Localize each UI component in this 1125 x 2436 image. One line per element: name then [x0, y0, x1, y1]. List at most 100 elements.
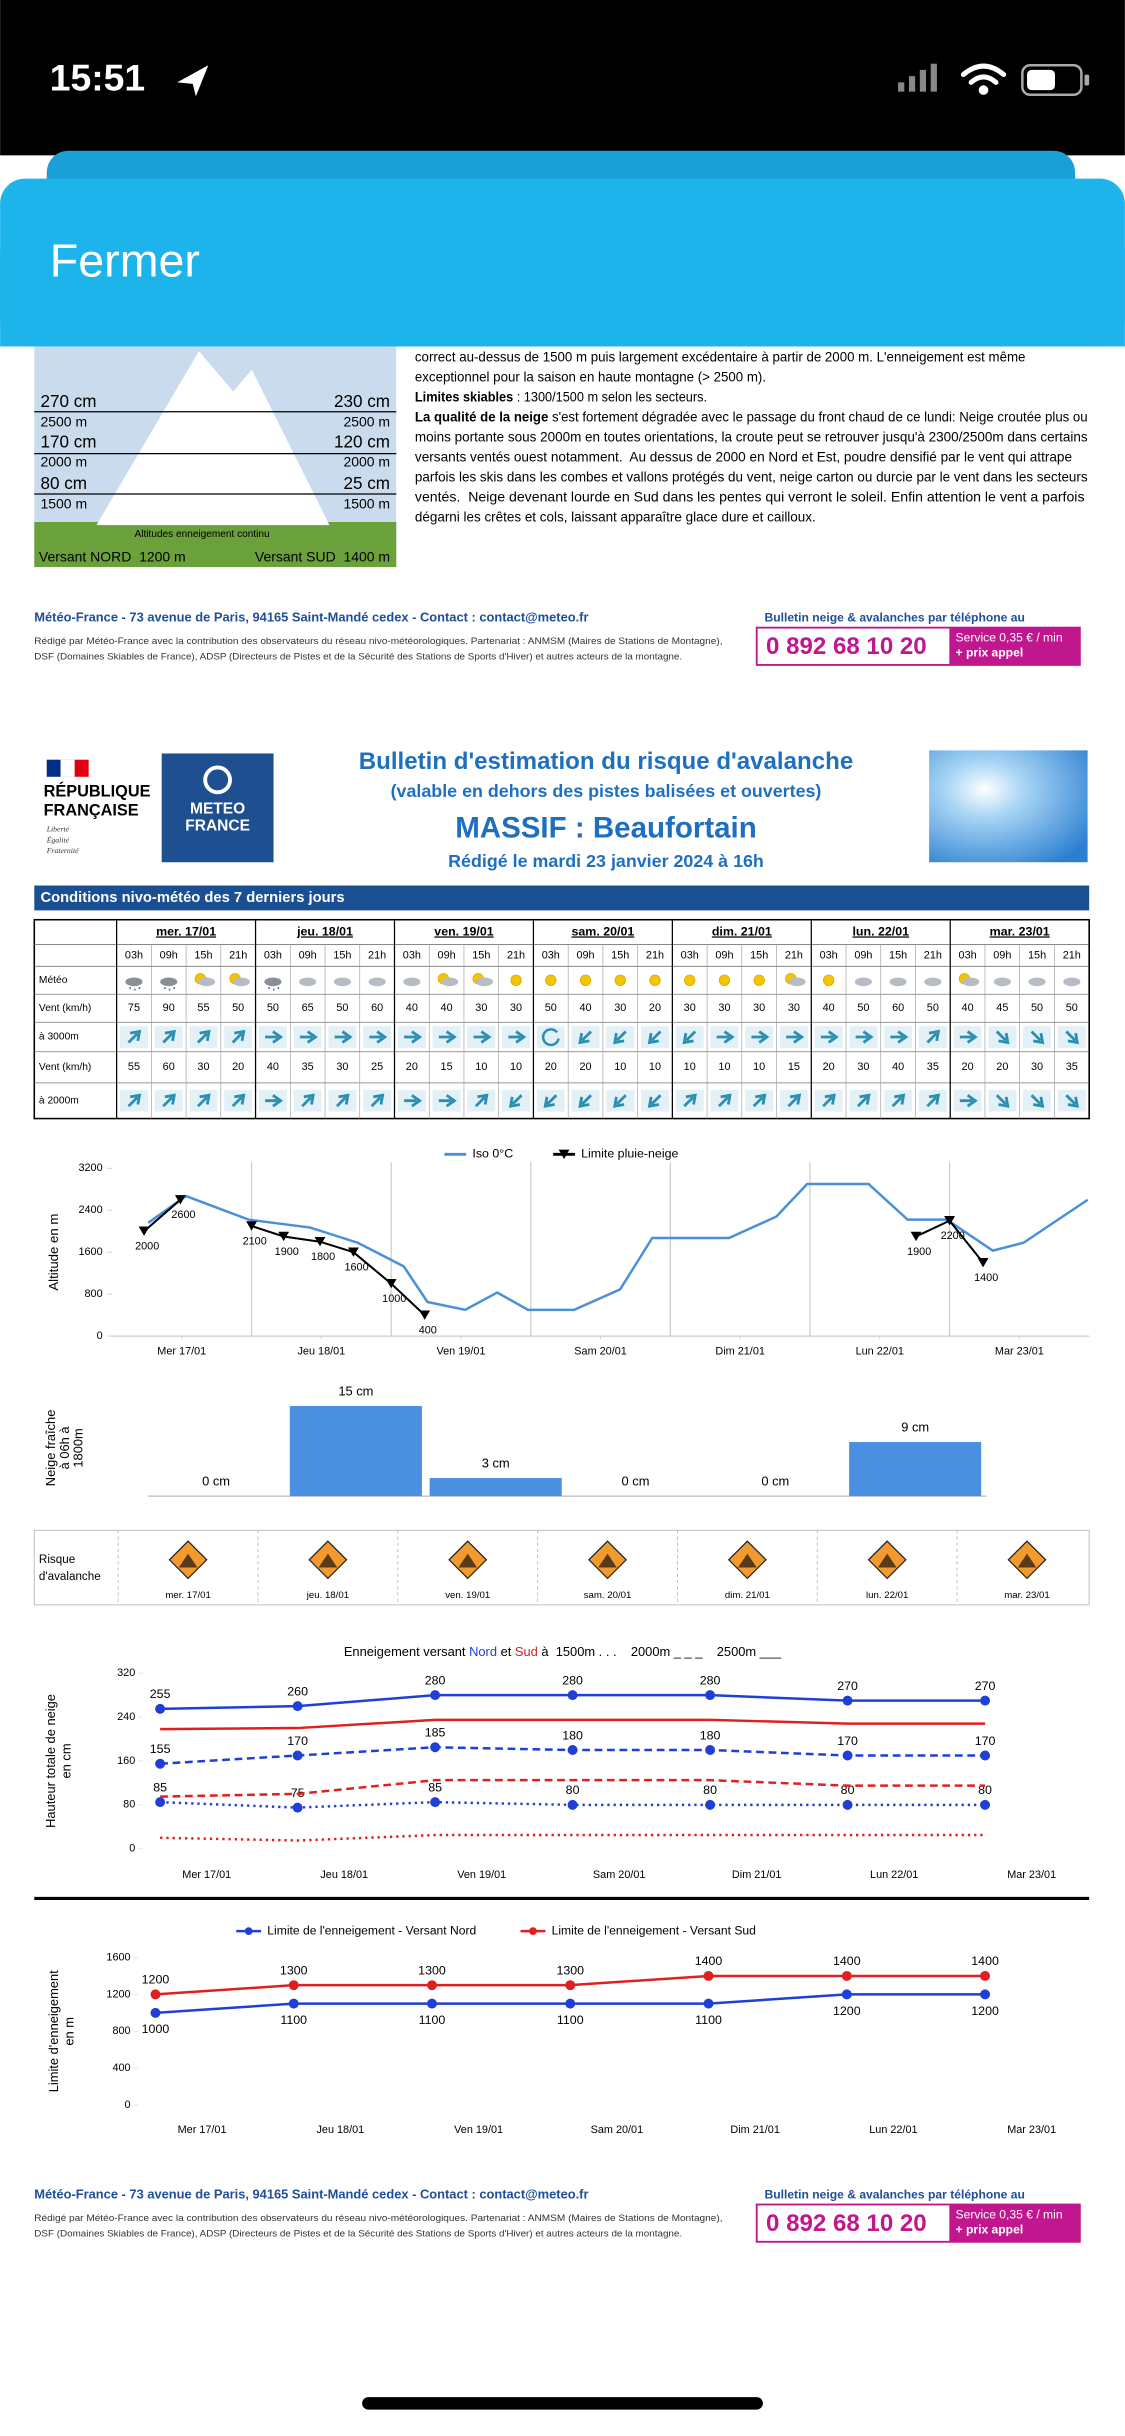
- cloud-icon: [441, 977, 459, 987]
- marker: [427, 1980, 437, 1991]
- line-text: : 1300/1500 m selon les secteurs.: [513, 389, 707, 404]
- data-label: 1200: [833, 2004, 861, 2018]
- south-label: 2000 m: [343, 454, 390, 470]
- logo-text: METEO: [190, 801, 245, 818]
- marker: [980, 1695, 991, 1706]
- service-text: + prix appel: [956, 2222, 1024, 2236]
- hour-header: 15h: [194, 949, 212, 961]
- x-tick-label: Jeu 18/01: [320, 1869, 368, 1881]
- service-box: [949, 627, 1080, 665]
- battery-level: [1027, 69, 1055, 91]
- wind-value: 25: [371, 1061, 383, 1073]
- wind-value: 10: [475, 1061, 487, 1073]
- wind-value: 10: [614, 1061, 626, 1073]
- risk-icon-mountain: [877, 1553, 897, 1568]
- data-label: 1300: [280, 1963, 308, 1977]
- line-text: s'est fortement dégradée avec le passage…: [548, 409, 1087, 424]
- data-label: 185: [425, 1726, 446, 1740]
- south-base: Versant SUD 1400 m: [255, 548, 390, 564]
- marker: [841, 1970, 852, 1981]
- data-label: 0 cm: [761, 1474, 789, 1489]
- cloud-icon: [962, 977, 980, 987]
- bold-lead: Limites skiables: [415, 389, 514, 404]
- y-tick-label: 80: [123, 1799, 135, 1811]
- clock: 15:51: [50, 57, 145, 99]
- cloud-icon: [475, 977, 493, 987]
- risk-label: d'avalanche: [39, 1570, 101, 1583]
- marker: [427, 1998, 437, 2009]
- massif: MASSIF : Beaufortain: [455, 811, 757, 844]
- y-tick-label: 320: [117, 1667, 135, 1679]
- y-axis-label: Altitude en m: [46, 1214, 61, 1291]
- marker: [155, 1703, 166, 1714]
- flag-blue: [46, 759, 61, 777]
- row-label: à 3000m: [39, 1032, 79, 1043]
- wind-value: 55: [128, 1061, 140, 1073]
- x-tick-label: Ven 19/01: [457, 1869, 506, 1881]
- sun-icon: [510, 974, 522, 986]
- hour-header: 09h: [715, 949, 733, 961]
- snow-icon: [164, 987, 175, 991]
- risk-day: jeu. 18/01: [306, 1590, 349, 1601]
- risk-icon-mountain: [598, 1553, 617, 1568]
- title-part: et: [497, 1644, 515, 1659]
- logo-bg: [161, 753, 274, 863]
- hour-header: 15h: [333, 949, 351, 961]
- altitude-lines: [34, 411, 397, 495]
- wind-arrow: [647, 1030, 662, 1045]
- flag-red: [74, 759, 89, 777]
- data-label: 85: [428, 1780, 442, 1794]
- data-label: 180: [562, 1728, 583, 1742]
- cloud-icon: [333, 977, 351, 987]
- wind-arrow: [647, 1094, 662, 1108]
- line-text: moins portante sous 2000m en toutes orie…: [415, 429, 1088, 444]
- diagram-ground: [34, 522, 397, 568]
- hour-header: 09h: [160, 949, 178, 961]
- data-label: 1900: [275, 1246, 299, 1258]
- wind-value: 30: [718, 1002, 730, 1014]
- data-label: 0 cm: [202, 1474, 230, 1489]
- marker: [278, 1231, 290, 1242]
- cloud-icon: [889, 977, 907, 987]
- data-label: 1200: [971, 2004, 999, 2018]
- hour-header: 03h: [264, 949, 282, 961]
- title-part: Nord: [469, 1644, 497, 1659]
- legend-label: Iso 0°C: [472, 1147, 513, 1161]
- wind-value: 30: [510, 1002, 522, 1014]
- service-text: + prix appel: [956, 645, 1024, 659]
- wind-arrow: [787, 1093, 802, 1108]
- signal-icon: [898, 63, 937, 92]
- cloud-icon: [403, 977, 421, 987]
- hour-header: 15h: [889, 949, 907, 961]
- line-text: versants ventés ouest notamment. Au dess…: [415, 449, 1072, 464]
- data-label: 1200: [142, 1973, 170, 1987]
- wind-value: 10: [649, 1061, 661, 1073]
- wind-arrow: [369, 1030, 388, 1044]
- footer-partners: Rédigé par Météo-France avec la contribu…: [34, 2213, 722, 2223]
- wind-arrow: [820, 1030, 839, 1044]
- legend-label: Limite de l'enneigement - Versant Sud: [552, 1923, 756, 1937]
- hour-header: 21h: [368, 949, 386, 961]
- close-button[interactable]: Fermer: [50, 234, 200, 286]
- y-tick-label: 1600: [106, 1951, 130, 1963]
- wind-arrow: [265, 1094, 284, 1108]
- wind-arrow: [301, 1093, 315, 1108]
- republique: RÉPUBLIQUE: [44, 782, 151, 801]
- wind-arrow: [543, 1094, 558, 1108]
- footer-partners: DSF (Domaines Skiables de France), ADSP …: [34, 652, 682, 662]
- wind-value: 60: [371, 1002, 383, 1014]
- paragraph-line: correct au-dessus de 1500 m puis largeme…: [415, 349, 1026, 364]
- wind-value: 20: [406, 1061, 418, 1073]
- marker: [292, 1750, 303, 1761]
- marker: [155, 1758, 166, 1769]
- wind-arrow: [196, 1029, 211, 1044]
- wind-arrow: [404, 1094, 423, 1108]
- wind-value: 15: [788, 1061, 800, 1073]
- line-text: parfois les skis dans les combes et vall…: [415, 469, 1088, 484]
- day-header: mar. 23/01: [990, 924, 1050, 938]
- data-label: 255: [150, 1687, 171, 1701]
- marker: [977, 1258, 989, 1268]
- wind-arrow: [127, 1093, 142, 1108]
- hour-header: 15h: [1028, 949, 1046, 961]
